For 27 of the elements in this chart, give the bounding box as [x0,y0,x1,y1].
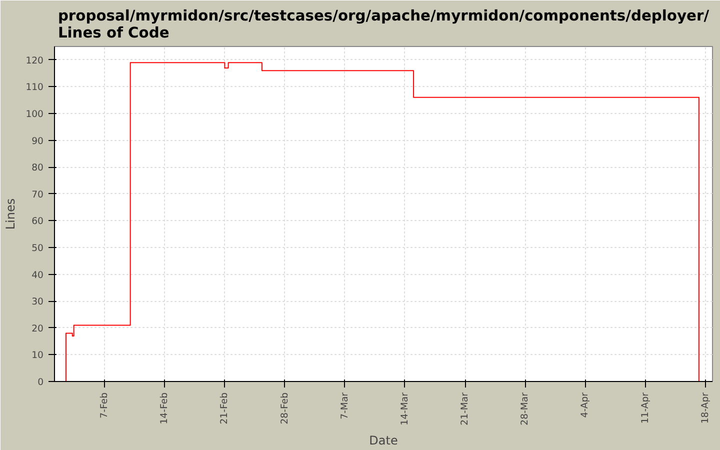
x-tick-label: 18-Apr [700,392,711,424]
y-tick-label: 120 [26,55,44,66]
y-tick-label: 80 [32,162,44,174]
x-tick-label: 7-Feb [99,392,110,418]
x-tick-label: 4-Apr [580,392,591,418]
y-tick-label: 110 [26,82,44,94]
y-tick-label: 100 [26,109,44,120]
y-tick-label: 90 [32,136,44,147]
x-tick-label: 14-Feb [159,392,170,424]
x-tick-label: 14-Mar [399,392,410,426]
y-tick-label: 10 [32,350,44,362]
chart-title: proposal/myrmidon/src/testcases/org/apache/myrmidon/components/deployer/ Lines of Code [58,8,710,42]
x-tick-label: 11-Apr [640,392,651,424]
x-tick-label: 28-Mar [520,392,531,426]
y-tick-label: 20 [32,323,44,334]
y-tick-label: 30 [32,296,44,308]
y-axis-title: Lines [4,198,18,230]
x-tick-label: 7-Mar [339,392,350,420]
x-axis-title: Date [369,433,398,448]
y-tick-label: 50 [32,243,44,254]
y-tick-label: 70 [32,189,44,200]
x-tick-label: 28-Feb [279,392,290,424]
x-tick-label: 21-Mar [460,392,471,426]
x-tick-label: 21-Feb [219,392,230,424]
y-tick-label: 40 [32,270,44,281]
y-tick-label: 60 [32,216,44,228]
y-tick-label: 0 [38,377,44,388]
